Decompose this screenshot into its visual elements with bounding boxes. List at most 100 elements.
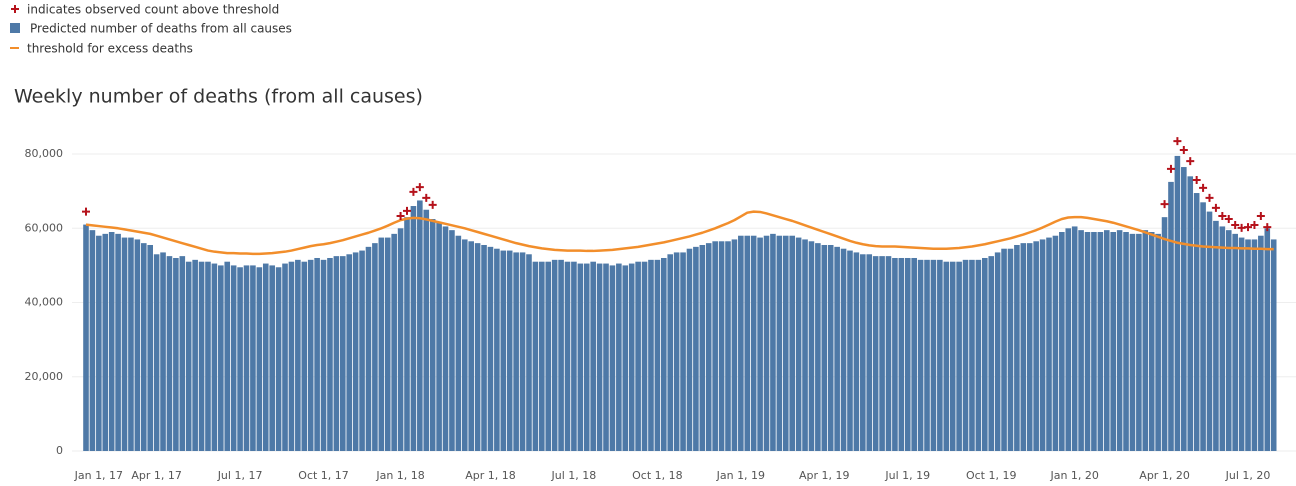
bar [872,256,879,451]
observed-marker [1256,212,1265,221]
bar [1014,244,1020,451]
bar [365,246,372,451]
bar [1065,228,1072,451]
legend-marker [11,5,19,13]
bar [834,246,840,451]
x-tick-label: Apr 1, 20 [1139,469,1190,482]
observed-marker [409,187,418,196]
bar [1264,228,1271,451]
bar [474,243,481,451]
legend-label: threshold for excess deaths [27,42,193,56]
bar [1238,237,1245,451]
bar [423,209,430,451]
bar [314,257,320,451]
x-tick-label: Apr 1, 18 [465,469,516,482]
bar [853,252,860,451]
observed-marker [428,200,437,209]
bar [121,237,128,451]
bar [237,267,243,451]
x-tick-label: Apr 1, 19 [799,469,850,482]
bar [975,259,982,451]
bar [821,244,828,451]
bar [937,259,943,451]
bar [847,250,853,451]
bar [1142,230,1149,451]
bar [96,235,102,451]
x-tick-label: Oct 1, 18 [632,469,683,482]
bar [962,259,969,451]
bar [744,235,751,451]
bar [455,235,462,451]
legend-swatch [10,23,20,33]
bar [1245,239,1251,451]
bar [1020,243,1027,451]
bar [500,250,507,451]
y-tick-label: 0 [56,444,63,457]
observed-marker [1250,220,1259,229]
bar [1219,226,1226,451]
x-tick-label: Jul 1, 20 [1225,469,1271,482]
bar [352,252,359,451]
threshold-line [85,210,1274,256]
bar [840,248,847,451]
observed-marker [422,193,431,202]
bar [1174,155,1181,451]
bar [930,259,937,451]
bar [577,263,584,451]
bar [211,263,218,451]
bar [185,261,192,451]
bar [461,239,468,451]
bar [667,254,674,451]
bar [327,257,333,451]
x-tick-label: Jul 1, 17 [217,469,263,482]
bar [583,263,590,451]
bar [628,263,635,451]
bar [686,248,693,451]
y-tick-label: 60,000 [25,221,64,234]
bar [295,259,301,451]
bar [693,246,699,451]
bar [673,252,680,451]
bar [198,261,205,451]
bar [1270,239,1277,451]
bar [1007,248,1014,451]
bar [763,235,770,451]
bar [526,254,532,451]
bar [827,244,834,451]
bar [1103,230,1110,451]
bar [802,239,808,451]
bar [1193,193,1200,451]
bar [391,233,397,451]
bar [1168,181,1174,451]
bar [1148,232,1155,451]
bar [173,257,179,451]
bar [532,261,539,451]
bar [288,261,295,451]
bar [988,256,995,451]
chart-title: Weekly number of deaths (from all causes… [14,86,423,108]
observed-marker [1166,164,1175,173]
bar [545,261,552,451]
bar [1225,230,1232,451]
bar [1059,232,1065,451]
bar [160,252,166,451]
bar [1097,232,1104,451]
bar [275,267,282,451]
x-tick-label: Jan 1, 20 [1049,469,1098,482]
bar [1155,233,1161,451]
bar [943,261,950,451]
bar [879,256,885,451]
bar [83,224,89,451]
x-tick-label: Apr 1, 17 [131,469,182,482]
bar [153,254,160,451]
bar [911,257,917,451]
bar [102,233,109,451]
bar [307,259,314,451]
bar [1123,232,1129,451]
bar [147,244,153,451]
bar [750,235,757,451]
bar [224,261,231,451]
x-tick-label: Jan 1, 19 [716,469,765,482]
bar [892,257,898,451]
